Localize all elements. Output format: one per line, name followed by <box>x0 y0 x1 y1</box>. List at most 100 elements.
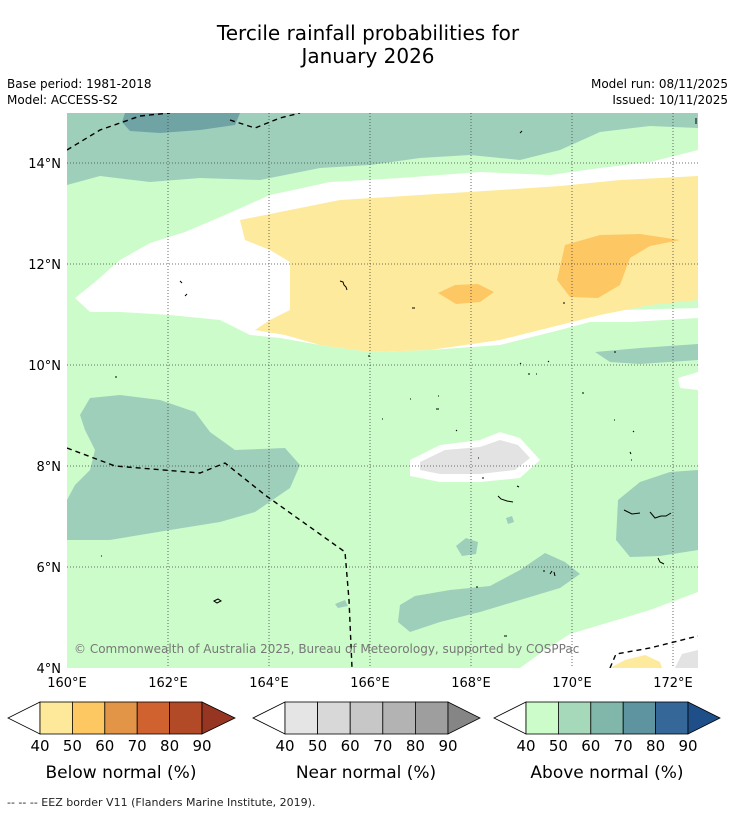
legend-near-tick: 90 <box>438 737 457 755</box>
eez-border-southeast <box>609 635 698 668</box>
lon-label-168: 168°E <box>451 676 491 691</box>
legend-near-swatch <box>317 701 351 735</box>
above-normal-50-east-patch <box>595 344 698 364</box>
lon-label-166: 166°E <box>350 676 390 691</box>
eez-footnote: -- -- -- EEZ border V11 (Flanders Marine… <box>7 796 316 809</box>
no-dominant-sliver-east <box>678 372 698 390</box>
probability-map[interactable]: © Commonwealth of Australia 2025, Bureau… <box>67 113 698 668</box>
lon-label-172: 172°E <box>653 676 693 691</box>
legend-near-swatch <box>284 701 318 735</box>
legend-near-swatch <box>382 701 416 735</box>
model-name: Model: ACCESS-S2 <box>7 93 119 107</box>
title-line-2: January 2026 <box>301 44 435 68</box>
no-dominant-region-south <box>520 592 698 668</box>
legend-above-min-arrow <box>493 701 527 735</box>
above-normal-50-east-blob <box>616 470 698 557</box>
gridlines <box>67 113 698 668</box>
above-normal-50-west-blob <box>67 395 300 540</box>
island-13 <box>614 419 635 461</box>
lon-label-160: 160°E <box>47 676 87 691</box>
island-21 <box>213 598 222 604</box>
legend-above-tick: 60 <box>581 737 600 755</box>
lon-label-162: 162°E <box>148 676 188 691</box>
lat-label-8: 8°N <box>37 460 62 475</box>
legend-above: 40 50 60 70 80 90 Above normal (%) <box>493 701 721 783</box>
metadata-right: Model run: 08/11/2025 Issued: 10/11/2025 <box>591 76 728 108</box>
legend-near-tick: 50 <box>308 737 327 755</box>
model-run: Model run: 08/11/2025 <box>590 77 728 91</box>
legend-below-tick: 50 <box>63 737 82 755</box>
island-9 <box>519 360 550 375</box>
legend-above-tick: 70 <box>614 737 633 755</box>
legend-above-tick: 40 <box>516 737 535 755</box>
above-normal-50-west-dot <box>335 600 348 608</box>
below-normal-50-east <box>557 234 680 298</box>
map-title: Tercile rainfall probabilities for Janua… <box>0 22 736 68</box>
above-normal-50-small-blob <box>456 538 478 556</box>
legend-above-swatch <box>655 701 689 735</box>
island-19 <box>543 570 556 577</box>
lat-label-14: 14°N <box>28 157 61 172</box>
above-normal-50-top-band <box>67 113 698 185</box>
below-normal-40-south-patch <box>610 655 662 668</box>
lat-label-6: 6°N <box>37 561 62 576</box>
island-2 <box>339 280 348 291</box>
eez-borders <box>67 113 698 668</box>
above-normal-50-south-band <box>398 553 580 632</box>
legend-below-label: Below normal (%) <box>46 763 197 783</box>
near-normal-40-south-patch <box>675 650 698 668</box>
legend-below-swatch <box>136 701 170 735</box>
legend-near-tick: 70 <box>373 737 392 755</box>
lat-label-12: 12°N <box>28 258 61 273</box>
legend-above-swatch <box>525 701 559 735</box>
legend-colorbars: 40 50 60 70 80 90 Below normal (%) 40 50 60 70 80 90… <box>7 701 721 783</box>
legend-below-max-arrow <box>201 701 236 735</box>
island-outlines <box>101 118 697 637</box>
above-normal-50-dot <box>506 516 514 524</box>
legend-near-min-arrow <box>252 701 286 735</box>
legend-above-tick: 90 <box>678 737 697 755</box>
legend-near-tick: 40 <box>275 737 294 755</box>
legend-below-tick: 70 <box>128 737 147 755</box>
legend-near-label: Near normal (%) <box>296 763 436 783</box>
island-4 <box>519 130 523 134</box>
legend-near-swatch <box>414 701 449 735</box>
copyright-notice: © Commonwealth of Australia 2025, Bureau… <box>74 642 579 656</box>
latitude-labels: 14°N 12°N 10°N 8°N 6°N 4°N <box>28 157 61 677</box>
lon-label-164: 164°E <box>249 676 289 691</box>
lon-label-170: 170°E <box>552 676 592 691</box>
legend-below-tick: 60 <box>95 737 114 755</box>
lat-label-4: 4°N <box>37 662 62 677</box>
island-11 <box>410 395 458 432</box>
longitude-labels: 160°E 162°E 164°E 166°E 168°E 170°E 172°… <box>47 676 693 691</box>
legend-near-tick: 80 <box>406 737 425 755</box>
eez-border-west <box>67 447 353 668</box>
island-15 <box>497 485 520 503</box>
legend-near-tick: 60 <box>341 737 360 755</box>
metadata-left: Base period: 1981-2018 Model: ACCESS-S2 <box>7 76 152 108</box>
above-normal-60-patch <box>122 113 240 133</box>
legend-below: 40 50 60 70 80 90 Below normal (%) <box>7 701 236 783</box>
island-14 <box>478 457 484 479</box>
eez-border-north <box>67 113 301 151</box>
island-1 <box>179 280 188 297</box>
legend-below-tick: 80 <box>160 737 179 755</box>
legend-below-swatch <box>72 701 106 735</box>
legend-below-tick: 90 <box>192 737 211 755</box>
below-normal-50-central <box>438 284 494 304</box>
title-line-1: Tercile rainfall probabilities for <box>216 21 520 45</box>
legend-near-swatch <box>349 701 384 735</box>
legend-below-swatch <box>39 701 73 735</box>
legend-above-swatch <box>558 701 592 735</box>
base-period: Base period: 1981-2018 <box>7 77 152 91</box>
near-normal-40-patch <box>420 440 530 474</box>
legend-above-label: Above normal (%) <box>530 763 683 783</box>
legend-above-tick: 80 <box>646 737 665 755</box>
legend-above-max-arrow <box>687 701 721 735</box>
issued-date: Issued: 10/11/2025 <box>612 93 728 107</box>
lat-label-10: 10°N <box>28 359 61 374</box>
legend-above-swatch <box>590 701 624 735</box>
legend-above-swatch <box>622 701 657 735</box>
